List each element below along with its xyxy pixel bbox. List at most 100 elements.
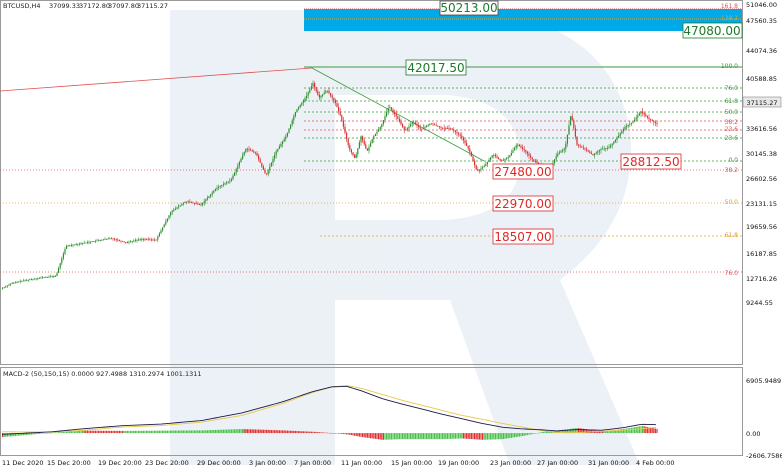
macd-histogram-bar	[203, 430, 205, 434]
macd-histogram-bar	[366, 433, 368, 438]
candle-body	[626, 125, 628, 127]
macd-histogram-bar	[130, 430, 132, 434]
candle-body	[459, 134, 461, 136]
macd-histogram-bar	[75, 431, 77, 434]
macd-histogram-bar	[91, 430, 93, 434]
candle-body	[376, 131, 378, 134]
macd-histogram-bar	[573, 428, 575, 434]
candle-body	[96, 240, 98, 242]
macd-histogram-bar	[621, 429, 623, 434]
macd-histogram-bar	[214, 429, 216, 434]
macd-histogram-bar	[506, 433, 508, 439]
candle-body	[440, 127, 442, 128]
macd-histogram-bar	[78, 430, 80, 434]
candle-body	[432, 123, 434, 125]
macd-histogram-bar	[109, 430, 111, 434]
macd-histogram-bar	[67, 431, 69, 434]
macd-histogram-bar	[517, 433, 519, 437]
macd-histogram-bar	[34, 433, 36, 435]
candle-body	[64, 248, 66, 254]
candle-body	[614, 139, 616, 142]
candle-body	[93, 241, 95, 242]
candle-body	[424, 127, 426, 128]
candle-body	[19, 281, 21, 283]
macd-histogram-bar	[429, 433, 431, 440]
macd-histogram-bar	[22, 433, 24, 436]
macd-histogram-bar	[450, 433, 452, 439]
candle-body	[229, 180, 231, 182]
macd-histogram-bar	[70, 431, 72, 434]
candle-body	[418, 125, 420, 128]
candle-body	[410, 124, 412, 127]
macd-histogram-bar	[462, 433, 464, 439]
macd-histogram-bar	[406, 433, 408, 440]
macd-histogram-bar	[502, 433, 504, 440]
candle-body	[621, 131, 623, 134]
macd-histogram-bar	[536, 433, 538, 434]
macd-histogram-bar	[133, 430, 135, 434]
macd-histogram-bar	[40, 433, 42, 434]
macd-histogram-bar	[605, 431, 607, 434]
macd-histogram-bar	[160, 430, 162, 434]
macd-histogram-bar	[270, 430, 272, 434]
macd-histogram-bar	[640, 426, 642, 434]
macd-histogram-bar	[110, 430, 112, 434]
macd-histogram-bar	[258, 429, 260, 434]
macd-histogram-bar	[435, 433, 437, 440]
macd-histogram-bar	[488, 433, 490, 440]
candle-body	[18, 281, 20, 283]
macd-histogram-bar	[176, 430, 178, 434]
candle-body	[125, 241, 127, 243]
macd-histogram-bar	[288, 430, 290, 434]
candle-body	[427, 125, 429, 127]
candle-body	[82, 243, 84, 244]
macd-histogram-bar	[419, 433, 421, 440]
candle-body	[206, 197, 208, 200]
candle-body	[10, 283, 12, 285]
macd-histogram-bar	[136, 430, 138, 434]
macd-histogram-bar	[144, 430, 146, 434]
macd-histogram-bar	[312, 431, 314, 434]
macd-histogram-bar	[424, 433, 426, 440]
candle-body	[221, 185, 223, 187]
macd-histogram-bar	[235, 429, 237, 434]
time-axis-tick: 11 Dec 2020	[2, 459, 44, 467]
candle-body	[75, 244, 77, 245]
candle-body	[643, 112, 645, 115]
macd-histogram-bar	[530, 433, 532, 435]
macd-histogram-bar	[378, 433, 380, 440]
macd-histogram-bar	[242, 429, 244, 434]
candle-body	[630, 122, 632, 124]
candle-body	[200, 204, 202, 206]
candle-body	[91, 241, 93, 243]
candle-body	[90, 241, 92, 243]
candle-body	[213, 190, 215, 193]
macd-histogram-bar	[205, 430, 207, 434]
level-box-18507: 18507.00	[492, 228, 554, 245]
candle-body	[181, 204, 183, 206]
macd-histogram-bar	[618, 429, 620, 434]
candle-body	[581, 146, 583, 148]
candle-body	[298, 107, 300, 110]
candle-body	[266, 173, 268, 175]
candle-body	[171, 210, 173, 213]
macd-histogram-bar	[208, 430, 210, 434]
macd-histogram-bar	[27, 433, 29, 435]
candle-body	[637, 115, 639, 118]
macd-histogram-bar	[518, 433, 520, 437]
macd-histogram-bar	[504, 433, 506, 439]
candle-body	[253, 151, 255, 153]
macd-histogram-bar	[602, 431, 604, 434]
macd-histogram-bar	[69, 431, 71, 434]
candle-body	[368, 146, 370, 151]
level-box-27480: 27480.00	[492, 163, 554, 180]
candle-body	[330, 93, 332, 96]
candle-body	[406, 128, 408, 131]
fib-label: 138.2	[721, 15, 738, 22]
candle-body	[594, 153, 596, 156]
macd-histogram-bar	[539, 432, 541, 434]
candle-body	[13, 282, 15, 284]
macd-histogram-bar	[384, 433, 386, 440]
trend-line-down	[311, 67, 485, 162]
macd-histogram-bar	[189, 430, 191, 434]
